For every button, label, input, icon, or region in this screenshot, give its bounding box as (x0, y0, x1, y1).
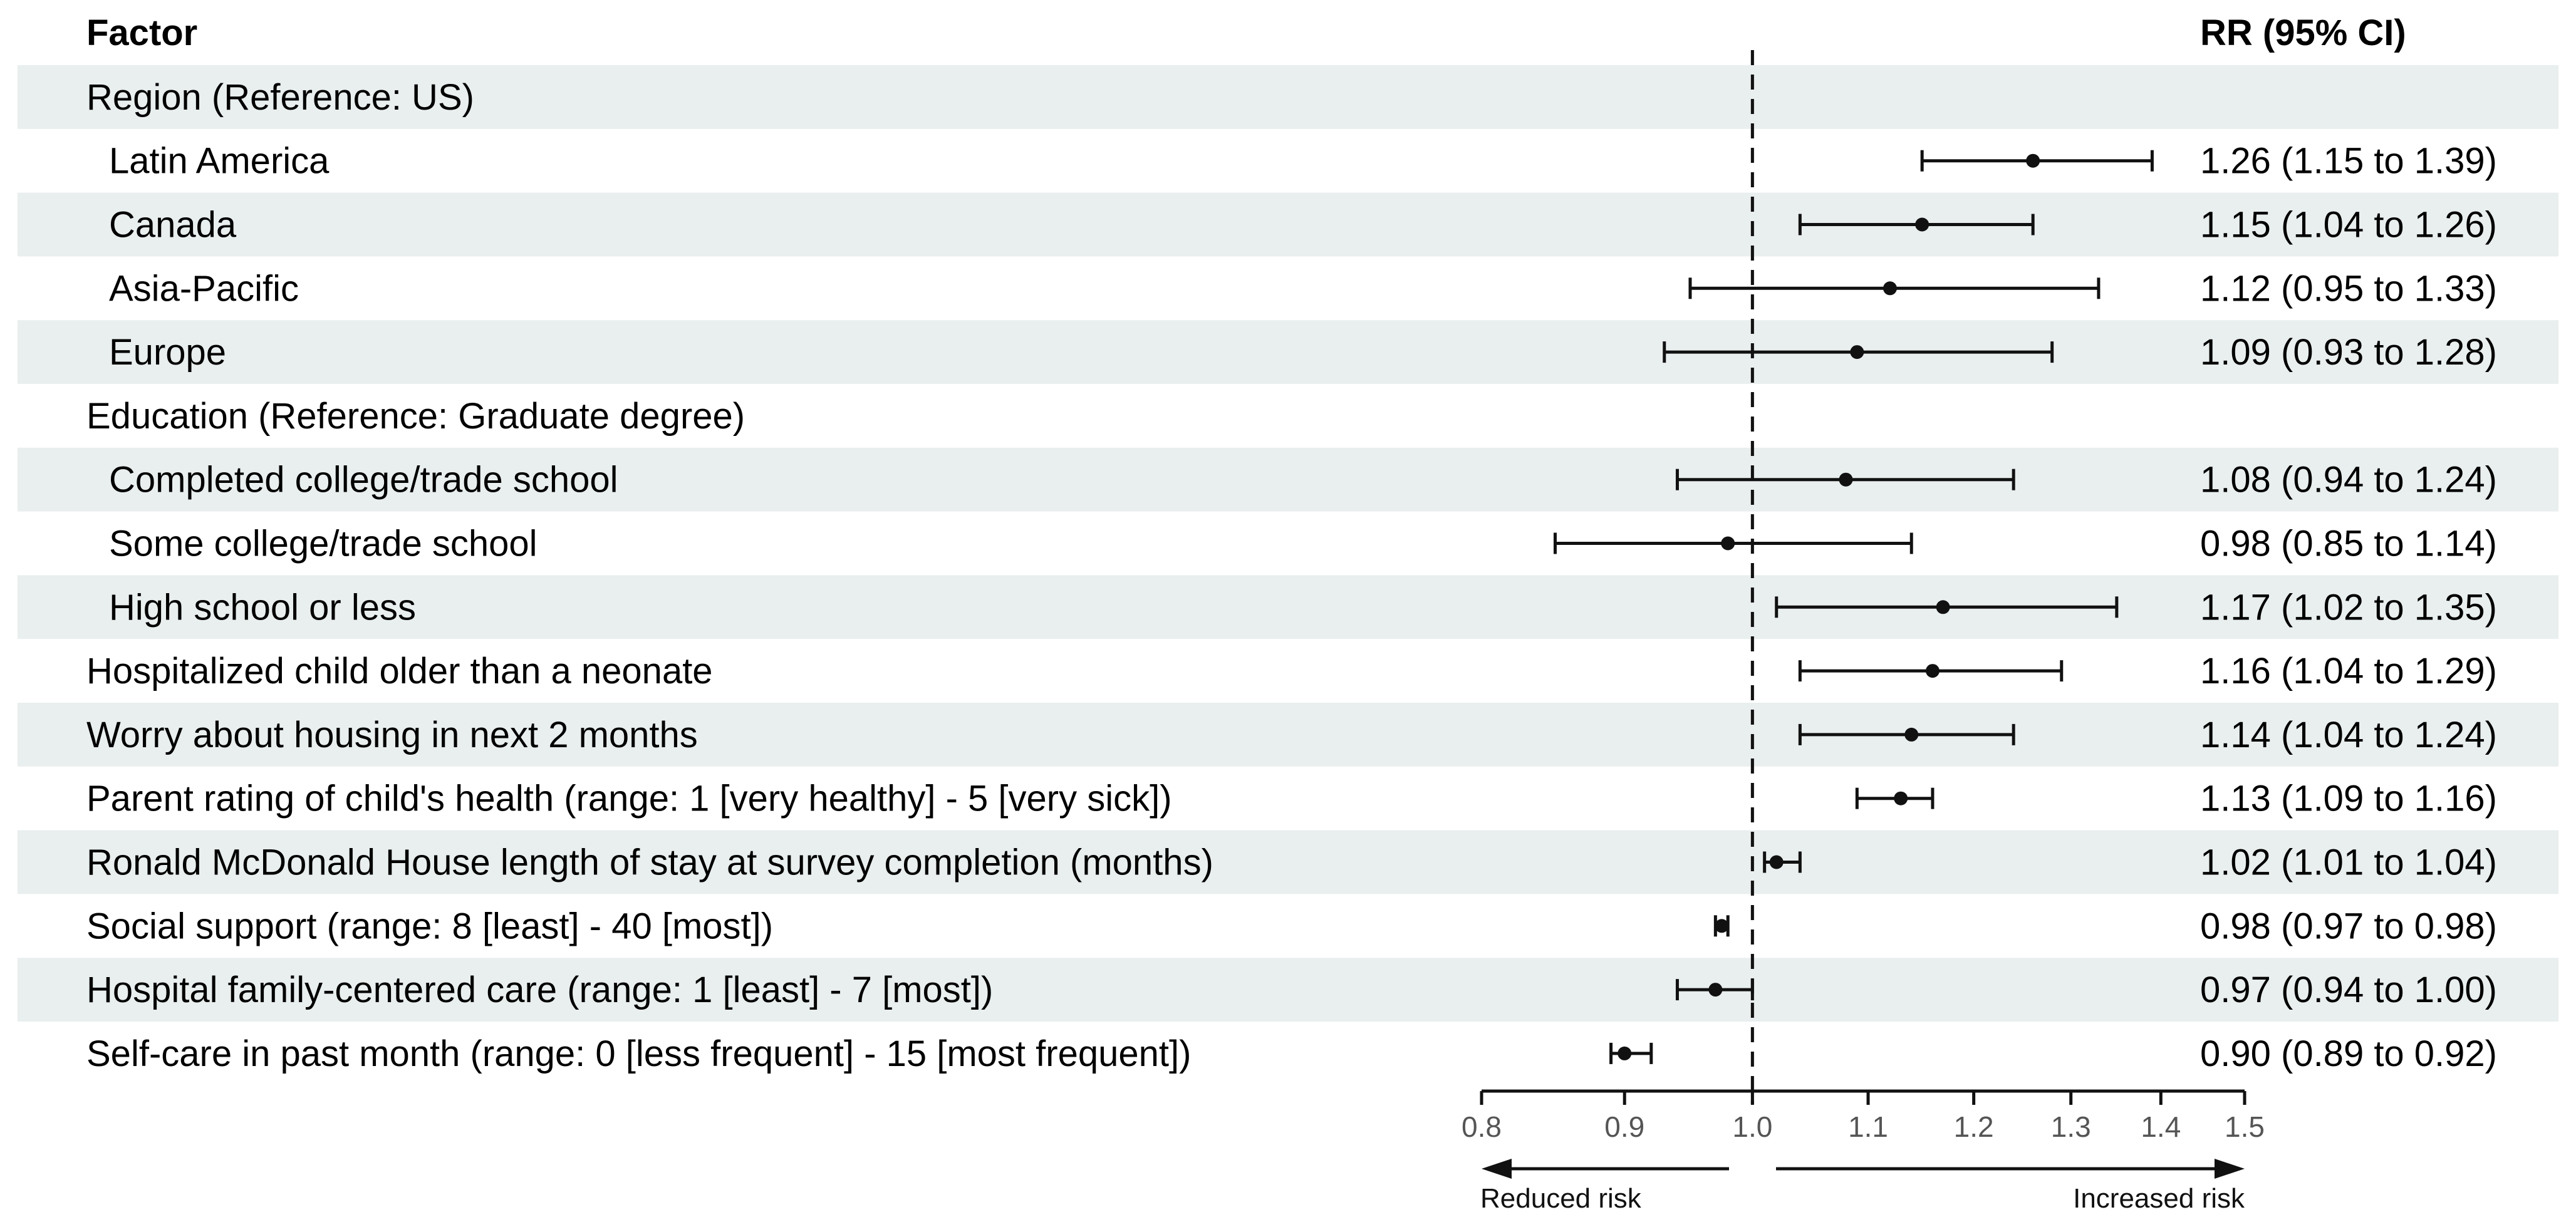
row-band (18, 65, 2558, 129)
tick-label: 1.4 (2141, 1110, 2181, 1143)
tick-label: 0.8 (1462, 1110, 1502, 1143)
point-estimate (1894, 791, 1908, 805)
point-estimate (1904, 727, 1919, 742)
point-estimate (1883, 281, 1897, 296)
tick-label: 1.0 (1732, 1110, 1772, 1143)
rr-ci-label: 1.12 (0.95 to 1.33) (2200, 268, 2497, 309)
factor-label: Ronald McDonald House length of stay at … (86, 842, 1213, 883)
factor-label: Europe (109, 332, 226, 373)
x-axis: 0.8 0.9 1.0 1.1 1.2 1.3 1.4 1.5 (1462, 1089, 2265, 1143)
table-row: Education (Reference: Graduate degree) (86, 396, 745, 437)
table-row: Asia-Pacific 1.12 (0.95 to 1.33) (109, 268, 2497, 309)
table-row: Parent rating of child's health (range: … (86, 779, 2497, 819)
point-estimate (2026, 153, 2040, 168)
tick-label: 1.1 (1848, 1110, 1888, 1143)
rr-ci-label: 0.98 (0.85 to 1.14) (2200, 524, 2497, 564)
table-row: Social support (range: 8 [least] - 40 [m… (86, 906, 2497, 946)
factor-label: Education (Reference: Graduate degree) (86, 396, 745, 437)
table-row: Worry about housing in next 2 months 1.14… (86, 715, 2497, 755)
factor-label: Region (Reference: US) (86, 77, 474, 118)
row-band (18, 958, 2558, 1022)
rr-ci-label: 1.17 (1.02 to 1.35) (2200, 587, 2497, 628)
row-band (18, 703, 2558, 767)
table-row: Latin America 1.26 (1.15 to 1.39) (109, 141, 2497, 182)
factor-label: Social support (range: 8 [least] - 40 [m… (86, 906, 773, 946)
factor-label: Canada (109, 205, 237, 246)
factor-label: High school or less (109, 587, 416, 628)
point-estimate (1708, 983, 1723, 997)
factor-label: Hospital family-centered care (range: 1 … (86, 970, 993, 1010)
point-estimate (1925, 664, 1940, 678)
row-band (18, 830, 2558, 894)
factor-label: Worry about housing in next 2 months (86, 715, 698, 755)
right-arrowhead (2215, 1159, 2245, 1179)
factor-label: Hospitalized child older than a neonate (86, 651, 713, 691)
rr-ci-label: 0.97 (0.94 to 1.00) (2200, 970, 2497, 1010)
table-row: Some college/trade school 0.98 (0.85 to 1… (109, 524, 2497, 564)
point-estimate (1936, 600, 1950, 614)
factor-label: Asia-Pacific (109, 268, 299, 309)
risk-arrows: Reduced risk Increased risk (1480, 1159, 2245, 1214)
rr-ci-label: 1.13 (1.09 to 1.16) (2200, 779, 2497, 819)
point-estimate (1715, 919, 1729, 933)
table-row: Completed college/trade school 1.08 (0.94… (109, 460, 2497, 500)
rr-ci-label: 1.14 (1.04 to 1.24) (2200, 715, 2497, 755)
table-row: Hospitalized child older than a neonate 1… (86, 651, 2497, 691)
rr-ci-label: 1.08 (0.94 to 1.24) (2200, 460, 2497, 500)
tick-label: 1.2 (1954, 1110, 1994, 1143)
table-row: Hospital family-centered care (range: 1 … (86, 970, 2497, 1010)
factor-label: Latin America (109, 141, 330, 182)
rr-ci-label: 1.02 (1.01 to 1.04) (2200, 842, 2497, 883)
factor-label: Parent rating of child's health (range: … (86, 779, 1172, 819)
factor-header: Factor (86, 13, 197, 53)
rr-ci-label: 0.98 (0.97 to 0.98) (2200, 906, 2497, 946)
tick-label: 0.9 (1604, 1110, 1644, 1143)
point-estimate (1850, 345, 1864, 360)
point-estimate (1769, 855, 1784, 869)
row-band (18, 192, 2558, 257)
tick-label: 1.3 (2051, 1110, 2091, 1143)
factor-label: Completed college/trade school (109, 460, 618, 500)
factor-label: Some college/trade school (109, 524, 538, 564)
table-row: High school or less 1.17 (1.02 to 1.35) (109, 587, 2497, 628)
increased-risk-label: Increased risk (2073, 1183, 2245, 1214)
point-estimate (1915, 217, 1929, 232)
row-band (18, 320, 2558, 384)
point-estimate (1839, 472, 1853, 487)
factor-label: Self-care in past month (range: 0 [less … (86, 1033, 1191, 1074)
rr-ci-label: 1.09 (0.93 to 1.28) (2200, 332, 2497, 373)
rr-header: RR (95% CI) (2200, 13, 2406, 53)
tick-label: 1.5 (2225, 1110, 2265, 1143)
point-estimate (1618, 1046, 1632, 1060)
rr-ci-label: 1.15 (1.04 to 1.26) (2200, 205, 2497, 246)
table-row: Region (Reference: US) (86, 77, 474, 118)
rr-ci-label: 1.26 (1.15 to 1.39) (2200, 141, 2497, 182)
rr-ci-label: 1.16 (1.04 to 1.29) (2200, 651, 2497, 691)
row-band (18, 447, 2558, 512)
table-row: Canada 1.15 (1.04 to 1.26) (109, 205, 2497, 246)
reduced-risk-label: Reduced risk (1480, 1183, 1642, 1214)
table-row: Self-care in past month (range: 0 [less … (86, 1033, 2497, 1074)
point-estimate (1721, 536, 1735, 551)
table-row: Europe 1.09 (0.93 to 1.28) (109, 332, 2497, 373)
table-row: Ronald McDonald House length of stay at … (86, 842, 2497, 883)
row-band (18, 575, 2558, 639)
rr-ci-label: 0.90 (0.89 to 0.92) (2200, 1033, 2497, 1074)
left-arrowhead (1482, 1159, 1512, 1179)
